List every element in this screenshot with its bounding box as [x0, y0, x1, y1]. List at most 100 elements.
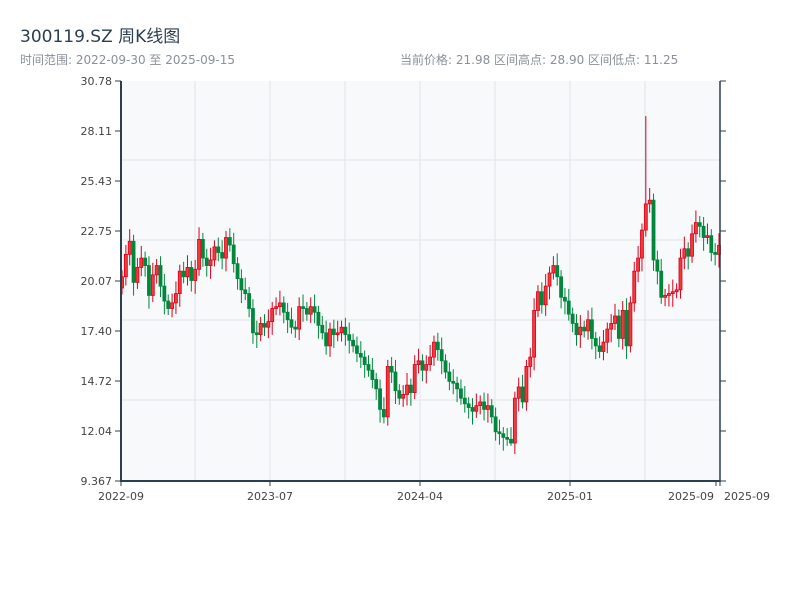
candle-body — [393, 371, 398, 392]
candle-body — [636, 257, 641, 272]
candle-body — [563, 296, 567, 302]
candle-body — [177, 270, 182, 294]
candle-body — [123, 253, 128, 278]
candle-body — [143, 257, 148, 266]
candle-body — [324, 332, 329, 347]
candle-body — [181, 270, 186, 278]
candle-body — [690, 233, 694, 257]
candle-body — [474, 405, 479, 412]
candle-body — [312, 306, 317, 313]
candle-body — [127, 240, 132, 255]
candle-body — [455, 382, 459, 390]
candle-body — [197, 239, 201, 270]
candle-body — [528, 356, 533, 367]
candle-body — [204, 257, 209, 266]
candle-body — [640, 229, 644, 259]
candle-body — [281, 302, 286, 313]
candle-body — [497, 431, 502, 435]
candle-body — [432, 341, 436, 358]
candle-body — [335, 332, 340, 336]
candle-body — [297, 306, 302, 330]
candle-body — [693, 222, 698, 235]
candle-body — [705, 235, 710, 238]
candle-body — [251, 308, 255, 334]
candle-body — [235, 263, 240, 280]
candle-body — [424, 364, 429, 371]
candle-body — [170, 302, 174, 309]
candle-body — [674, 289, 679, 293]
candle-body — [655, 259, 660, 272]
candle-body — [428, 356, 433, 365]
candle-body — [435, 341, 440, 351]
candle-body — [139, 257, 144, 268]
y-tick-label: 25.43 — [81, 175, 113, 188]
candle-body — [266, 321, 271, 328]
x-tick-label: 2025-01 — [547, 490, 593, 503]
candle-body — [447, 371, 452, 382]
candle-body — [135, 267, 140, 283]
candle-body — [501, 433, 506, 438]
candle-body — [216, 246, 221, 253]
candle-body — [697, 222, 702, 227]
candle-body — [459, 388, 463, 399]
candle-body — [412, 364, 417, 393]
candle-body — [632, 270, 637, 304]
candle-body — [443, 360, 448, 373]
candle-body — [224, 237, 228, 259]
candle-body — [589, 319, 594, 339]
candle-body — [578, 326, 583, 336]
candle-body — [174, 293, 178, 304]
candle-body — [270, 308, 275, 323]
candle-body — [254, 332, 259, 336]
candle-body — [289, 319, 294, 328]
candle-body — [532, 309, 537, 358]
candle-body — [408, 384, 413, 393]
candle-body — [628, 302, 633, 347]
candle-body — [462, 397, 467, 405]
candle-body — [493, 416, 498, 433]
x-tick-label: 2025-09 — [724, 490, 770, 503]
candle-body — [278, 302, 282, 308]
candle-body — [482, 401, 486, 410]
candle-body — [701, 225, 706, 238]
candle-body — [478, 401, 483, 407]
candle-body — [389, 366, 394, 373]
candle-body — [385, 366, 390, 418]
candle-body — [686, 248, 691, 257]
candle-body — [616, 315, 621, 339]
candle-body — [154, 265, 159, 276]
candle-body — [401, 394, 406, 399]
candle-body — [536, 291, 540, 311]
candle-body — [162, 285, 167, 302]
candle-body — [509, 438, 513, 444]
candle-body — [320, 324, 325, 334]
candle-body — [582, 326, 587, 332]
y-tick-label: 20.07 — [81, 275, 113, 288]
candle-body — [466, 403, 471, 408]
candle-body — [547, 272, 552, 287]
candle-body — [574, 323, 579, 336]
candle-body — [147, 265, 151, 296]
x-tick-label: 2022-09 — [98, 490, 144, 503]
candle-body — [293, 326, 298, 330]
candle-body — [486, 405, 490, 410]
candle-body — [351, 339, 355, 347]
candle-body — [258, 323, 263, 336]
candle-body — [166, 300, 171, 309]
candle-body — [524, 366, 529, 403]
candle-body — [682, 248, 687, 259]
candle-body — [651, 199, 656, 261]
y-tick-label: 22.75 — [81, 225, 113, 238]
y-tick-label: 28.11 — [81, 125, 113, 138]
x-tick-label: 2024-04 — [397, 490, 443, 503]
candle-body — [185, 267, 190, 278]
candle-body — [362, 356, 367, 365]
candle-body — [586, 319, 590, 332]
candle-body — [247, 293, 252, 309]
candle-body — [593, 338, 598, 347]
candle-body — [597, 345, 602, 352]
candle-body — [439, 349, 444, 362]
y-tick-label: 9.367 — [81, 475, 113, 488]
candle-body — [239, 278, 244, 291]
